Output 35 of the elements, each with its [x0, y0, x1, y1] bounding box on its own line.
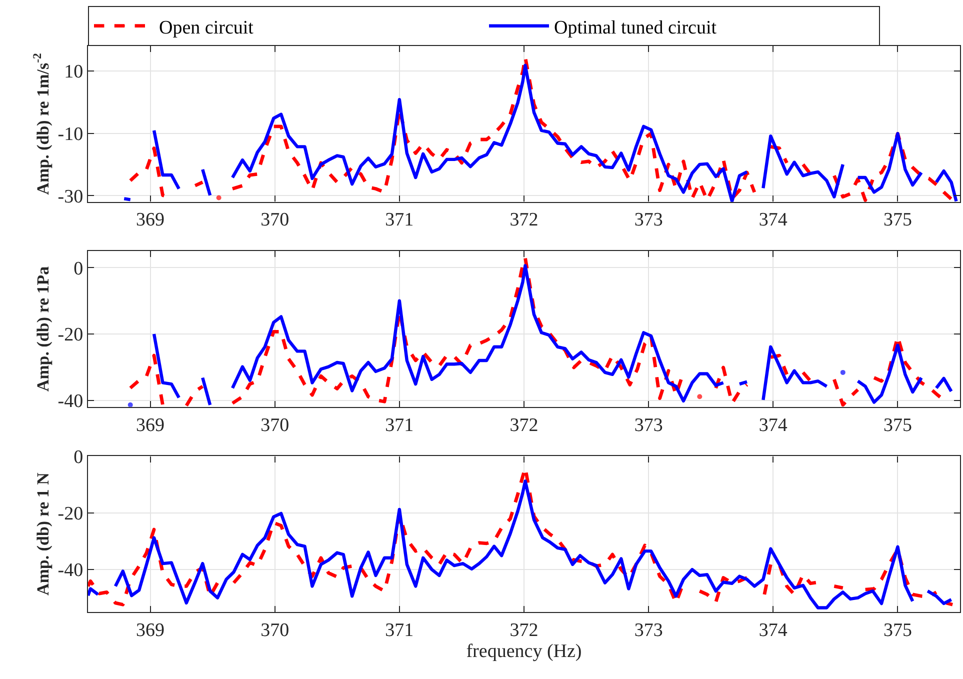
y-axis-title: Amp. (db) re 1Pa [33, 266, 52, 392]
y-tick-label: -40 [58, 390, 84, 412]
y-tick-label: -30 [58, 186, 84, 208]
x-tick-label: 375 [883, 620, 912, 641]
x-tick-label: 374 [758, 620, 788, 641]
x-tick-label: 375 [883, 210, 912, 231]
x-axis-title: frequency (Hz) [466, 640, 582, 662]
x-tick-label: 369 [136, 210, 165, 231]
y-tick-label: -40 [58, 560, 84, 582]
y-tick-label: 0 [74, 258, 84, 280]
legend-label: Optimal tuned circuit [554, 17, 718, 38]
y-tick-label: -20 [58, 503, 84, 524]
x-tick-label: 371 [385, 210, 414, 231]
legend-label: Open circuit [159, 17, 254, 38]
y-tick-label: -10 [58, 124, 84, 145]
x-tick-label: 370 [260, 210, 290, 231]
x-tick-label: 372 [510, 414, 538, 436]
y-tick-label: 0 [74, 446, 84, 468]
x-tick-label: 371 [385, 620, 414, 641]
x-tick-label: 369 [136, 414, 165, 436]
x-tick-label: 373 [634, 414, 663, 436]
x-tick-label: 374 [758, 414, 788, 436]
y-tick-label: 10 [64, 62, 84, 83]
x-tick-label: 373 [634, 210, 663, 231]
x-tick-label: 375 [883, 414, 912, 436]
x-tick-label: 374 [758, 210, 788, 231]
x-tick-label: 371 [385, 414, 414, 436]
y-axis-title: Amp. (db) re 1 N [33, 472, 52, 596]
x-tick-label: 372 [510, 210, 538, 231]
x-tick-label: 370 [260, 620, 290, 641]
x-tick-label: 373 [634, 620, 663, 641]
x-tick-label: 369 [136, 620, 165, 641]
y-tick-label: -20 [58, 324, 84, 346]
x-tick-label: 370 [260, 414, 290, 436]
x-tick-label: 372 [510, 620, 538, 641]
